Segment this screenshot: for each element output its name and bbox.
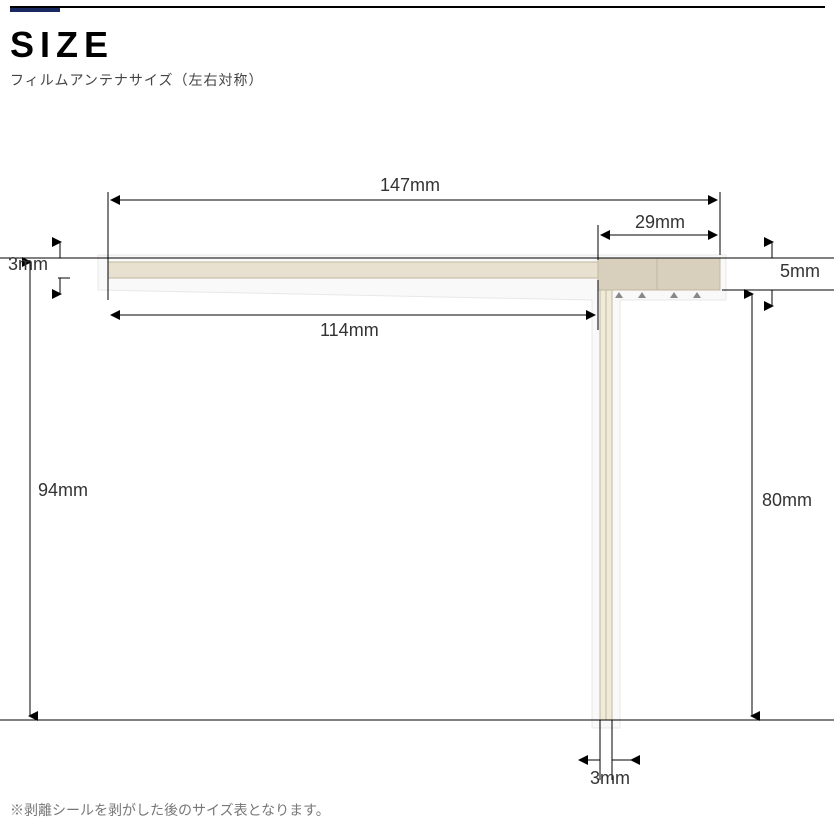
dim-inner-width: 114mm [320, 320, 379, 341]
dim-block-height: 5mm [780, 261, 820, 282]
dim-total-width: 147mm [380, 175, 440, 196]
antenna-horizontal-bar [108, 262, 598, 278]
dim-bar-thick: 3mm [8, 254, 48, 275]
footnote-text: ※剥離シールを剥がした後のサイズ表となります。 [10, 800, 330, 820]
dim-vert-height: 80mm [762, 490, 812, 511]
dim-total-height: 94mm [38, 480, 88, 501]
diagram-svg [0, 0, 834, 834]
antenna-backing [98, 255, 726, 728]
antenna-block [598, 258, 720, 290]
dim-vert-thick: 3mm [590, 768, 630, 789]
dim-block-width: 29mm [635, 212, 685, 233]
diagram-canvas: SIZE フィルムアンテナサイズ（左右対称） [0, 0, 834, 834]
